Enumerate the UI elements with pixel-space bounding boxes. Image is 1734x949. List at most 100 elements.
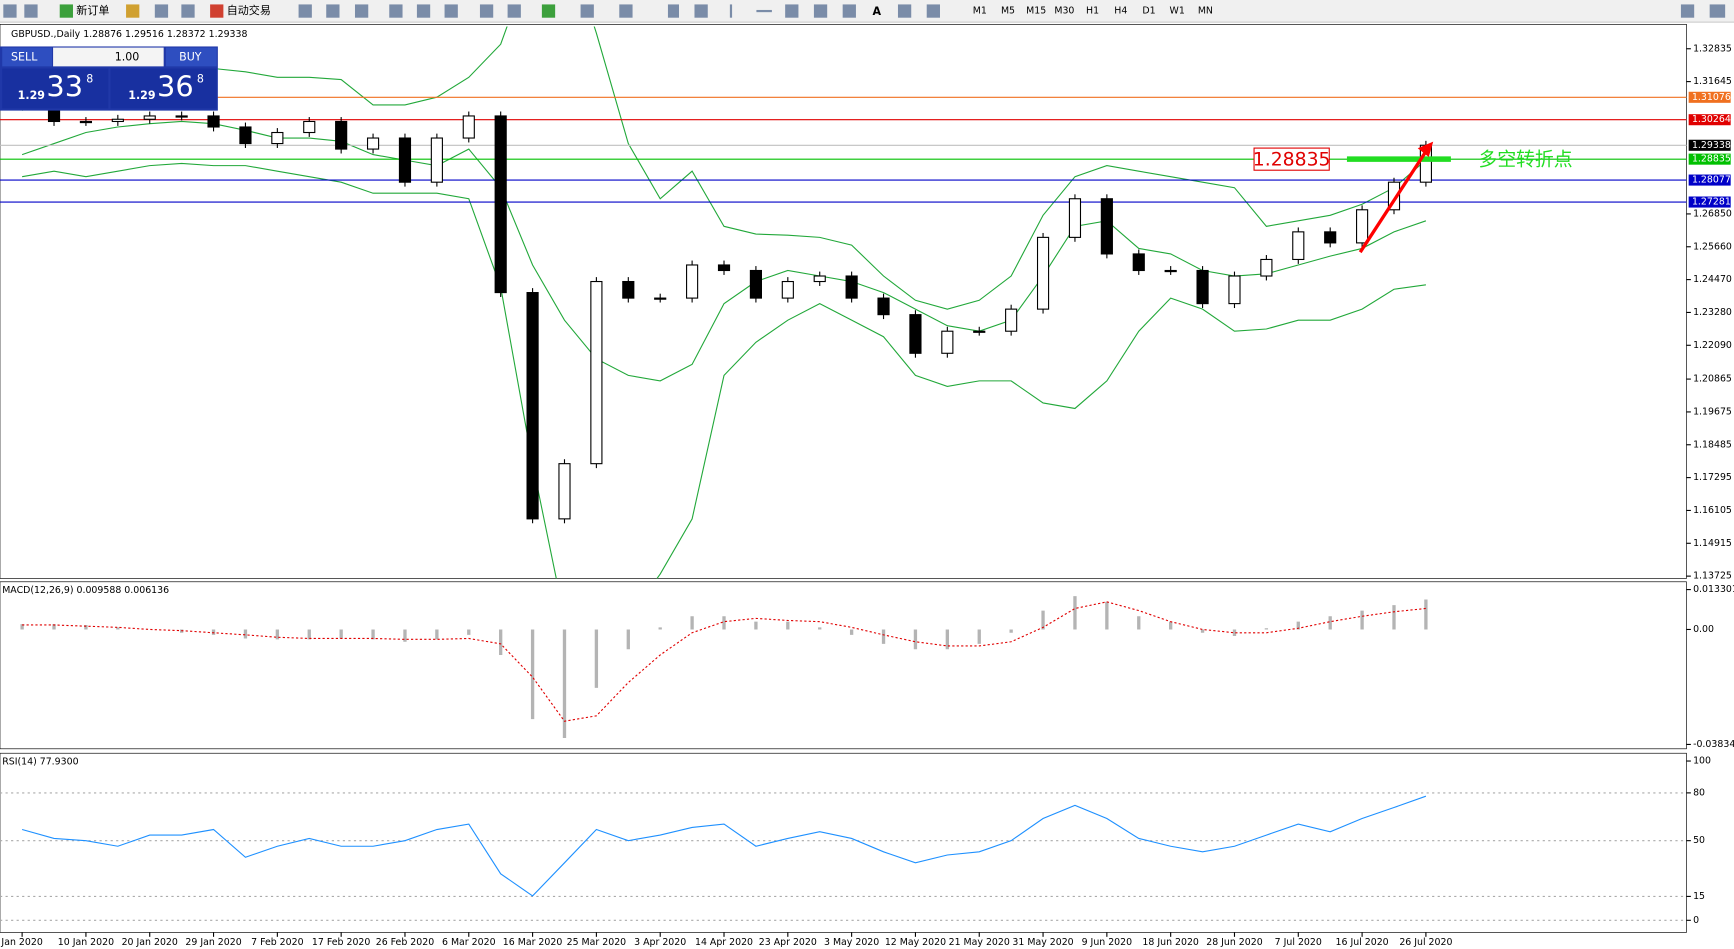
price-level-tag [1688,153,1731,165]
period-button[interactable]: D1 [1142,6,1155,17]
candle [590,280,603,465]
x-tick-label: 20 Jan 2020 [122,937,178,948]
text-tool[interactable]: A [873,5,882,18]
buy-price-prefix: 1.29 [128,89,155,102]
period-button[interactable]: W1 [1170,6,1185,17]
y-tick-label: 0.00 [1693,624,1714,635]
x-tick-label: 21 May 2020 [949,937,1010,948]
x-tick-label: 14 Apr 2020 [695,937,753,948]
candle [1356,209,1369,244]
candle [1068,198,1082,238]
macd-plot [20,596,1428,739]
x-tick-label: 16 Jul 2020 [1336,937,1389,948]
y-tick-label: 1.26850 [1693,208,1732,219]
candle [1196,269,1209,305]
candle [79,120,93,124]
x-tick-label: Jan 2020 [0,937,42,948]
x-tick-label: 3 May 2020 [824,937,879,948]
axes: 1.32835 1.31645 1.26850 1.25660 1.24470 1.232… [0,43,1734,948]
period-button[interactable]: M5 [1001,6,1015,17]
x-tick-label: 31 May 2020 [1012,937,1073,948]
price-level-tag [1688,196,1731,208]
sell-price-sup: 8 [86,73,93,86]
period-button[interactable]: H4 [1114,6,1127,17]
price-level-label: 1.27281 [1692,197,1731,208]
y-tick-label: 1.16105 [1693,505,1732,516]
candle [845,275,858,299]
y-tick-label: 100 [1693,756,1711,767]
price-level-label: 1.30264 [1692,114,1731,125]
candle [781,280,794,299]
x-tick-label: 17 Feb 2020 [312,937,370,948]
period-button[interactable]: M30 [1054,6,1074,17]
candle [973,330,986,333]
main-plot: 1.28835 多空转折点 [0,26,1687,579]
auto-trade-button[interactable]: 自动交易 [227,3,271,17]
period-button[interactable]: MN [1198,6,1213,17]
x-tick-label: 29 Jan 2020 [185,937,241,948]
annotation-text: 多空转折点 [1479,149,1573,171]
x-tick-label: 7 Feb 2020 [251,937,303,948]
candle [271,131,284,145]
price-level-tag [1688,114,1731,126]
x-tick-label: 26 Jul 2020 [1399,937,1452,948]
y-tick-label: 0.013301 [1693,584,1734,595]
price-level-label: 1.28077 [1692,175,1731,186]
candle [335,120,348,150]
candle [1324,231,1337,244]
candle [175,115,188,118]
candle [622,280,635,299]
bollinger-band [22,162,1426,579]
y-tick-label: 1.19675 [1693,406,1732,417]
buy-button[interactable]: BUY [179,51,202,64]
y-tick-label: 1.14915 [1693,538,1732,549]
x-tick-label: 16 Mar 2020 [503,937,563,948]
period-button[interactable]: M1 [973,6,987,17]
candle [1132,253,1145,272]
annotation-arrow [1358,149,1428,254]
x-tick-label: 25 Mar 2020 [567,937,627,948]
rsi-plot [0,792,1687,921]
y-tick-label: 50 [1693,835,1705,846]
candle [1005,308,1018,332]
price-level-tag [1688,139,1731,151]
lot-size[interactable]: 1.00 [115,51,140,64]
candle [111,118,124,123]
x-tick-label: 23 Apr 2020 [759,937,817,948]
price-level-label: 1.28835 [1692,154,1731,165]
y-tick-label: 1.25660 [1693,241,1732,252]
candle [877,297,890,316]
buy-price-big: 36 [157,69,194,103]
x-tick-label: 12 May 2020 [885,937,946,948]
candle [654,297,667,300]
rsi-pane [0,752,1687,933]
candle [558,463,571,520]
x-tick-label: 10 Jan 2020 [58,937,114,948]
candle [686,264,699,299]
candle [239,126,252,145]
candle [47,109,61,123]
candle [1292,231,1305,261]
candle [143,115,156,120]
sell-button[interactable]: SELL [11,51,38,64]
rsi-title: RSI(14) 77.9300 [2,757,78,768]
trade-panel: SELL 1.00 BUY 1.29 33 8 1.29 36 8 [0,46,218,111]
y-tick-label: 1.13725 [1693,571,1732,582]
candle [398,137,412,183]
y-tick-label: 1.24470 [1693,274,1732,285]
price-level-label: 1.29338 [1692,140,1731,151]
period-button[interactable]: M15 [1026,6,1046,17]
annotation-arrowhead [1417,141,1434,158]
period-button[interactable]: H1 [1086,6,1099,17]
x-tick-label: 6 Mar 2020 [442,937,496,948]
candle [1260,258,1273,277]
x-tick-label: 7 Jul 2020 [1275,937,1322,948]
candle [813,275,826,283]
new-order-button[interactable]: 新订单 [76,3,109,17]
candle [1228,275,1241,305]
price-level-tag [1688,174,1731,186]
annotation-box [1253,147,1330,171]
rsi-line [21,795,1427,897]
